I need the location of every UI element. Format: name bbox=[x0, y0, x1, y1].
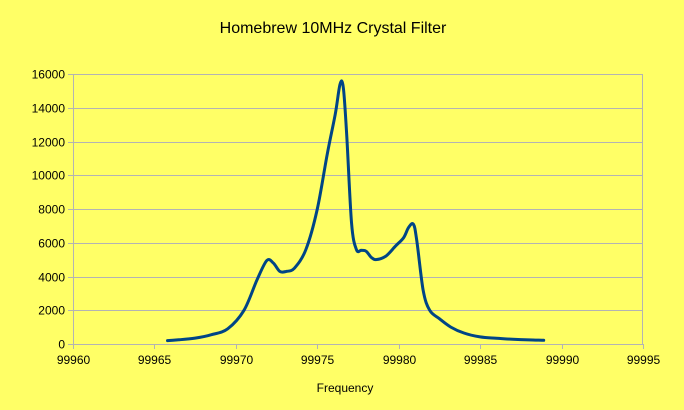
x-tick-labels: 99960 99965 99970 99975 99980 99985 99990 99995 bbox=[57, 353, 661, 367]
chart-title: Homebrew 10MHz Crystal Filter bbox=[220, 20, 447, 37]
y-tick-label: 2000 bbox=[38, 304, 65, 318]
x-tick-label: 99960 bbox=[57, 353, 91, 367]
x-tick-label: 99975 bbox=[301, 353, 335, 367]
y-tick-label: 0 bbox=[58, 338, 65, 352]
x-tick-label: 99995 bbox=[627, 353, 661, 367]
series-line bbox=[166, 79, 546, 343]
x-tick-label: 99980 bbox=[383, 353, 417, 367]
y-tick-label: 6000 bbox=[38, 237, 65, 251]
x-tick-label: 99990 bbox=[546, 353, 580, 367]
y-tick-labels: 0 2000 4000 6000 8000 10000 12000 14000 16000 bbox=[32, 68, 66, 352]
axes bbox=[68, 74, 644, 349]
grid bbox=[73, 74, 643, 345]
y-tick-label: 14000 bbox=[32, 102, 66, 116]
y-tick-label: 10000 bbox=[32, 169, 66, 183]
x-tick-label: 99985 bbox=[464, 353, 498, 367]
x-axis-label: Frequency bbox=[317, 381, 374, 395]
y-tick-label: 12000 bbox=[32, 136, 66, 150]
x-tick-label: 99970 bbox=[220, 353, 254, 367]
y-tick-label: 16000 bbox=[32, 68, 66, 82]
y-tick-label: 4000 bbox=[38, 271, 65, 285]
x-tick-label: 99965 bbox=[138, 353, 172, 367]
y-tick-label: 8000 bbox=[38, 203, 65, 217]
series-layer bbox=[166, 79, 546, 343]
